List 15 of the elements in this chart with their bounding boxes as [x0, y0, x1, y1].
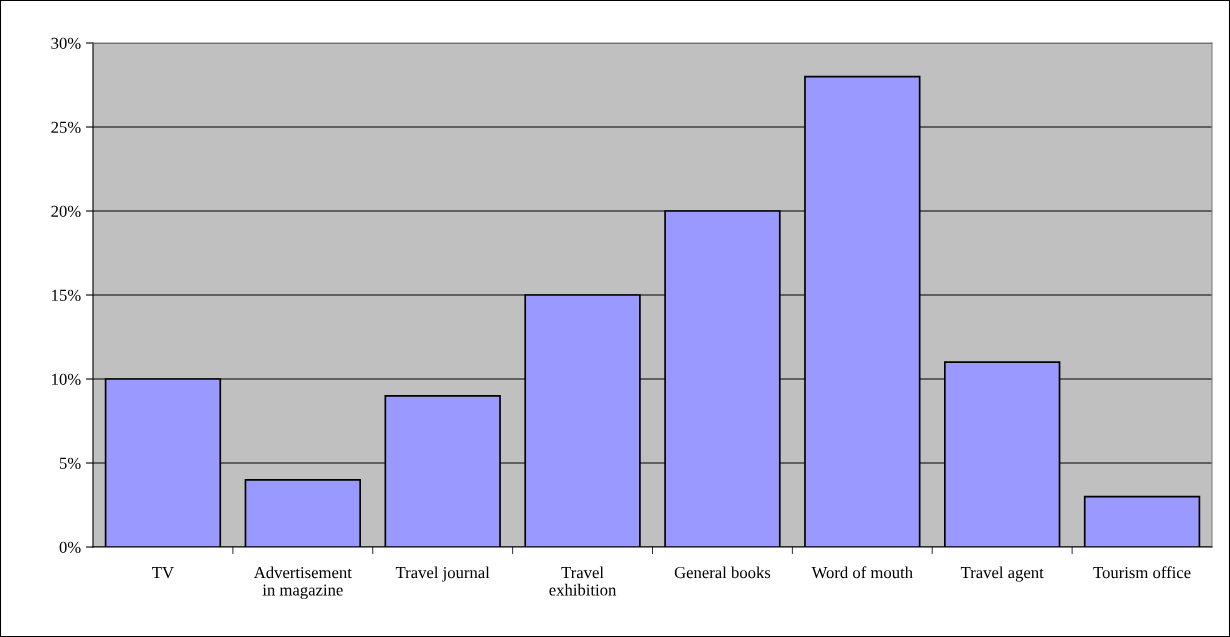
x-tick-label: Advertisement in magazine — [253, 566, 352, 600]
x-tick-label: Word of mouth — [811, 566, 913, 579]
y-tick-label: 25% — [51, 121, 81, 133]
x-tick-label: Tourism office — [1093, 566, 1191, 579]
x-tick-label: Travel agent — [960, 566, 1044, 582]
y-tick-label: 0% — [59, 541, 81, 553]
y-tick-label: 30% — [51, 37, 81, 49]
y-tick-label: 15% — [52, 289, 81, 301]
x-tick-label: Travel journal — [395, 566, 490, 582]
x-tick-label: Travel exhibition — [549, 566, 617, 596]
x-tick-label: TV — [152, 567, 174, 579]
y-tick-label: 20% — [51, 205, 81, 217]
y-tick-label: 10% — [52, 373, 81, 385]
x-tick-label: General books — [674, 566, 771, 579]
y-tick-label: 5% — [59, 457, 81, 469]
